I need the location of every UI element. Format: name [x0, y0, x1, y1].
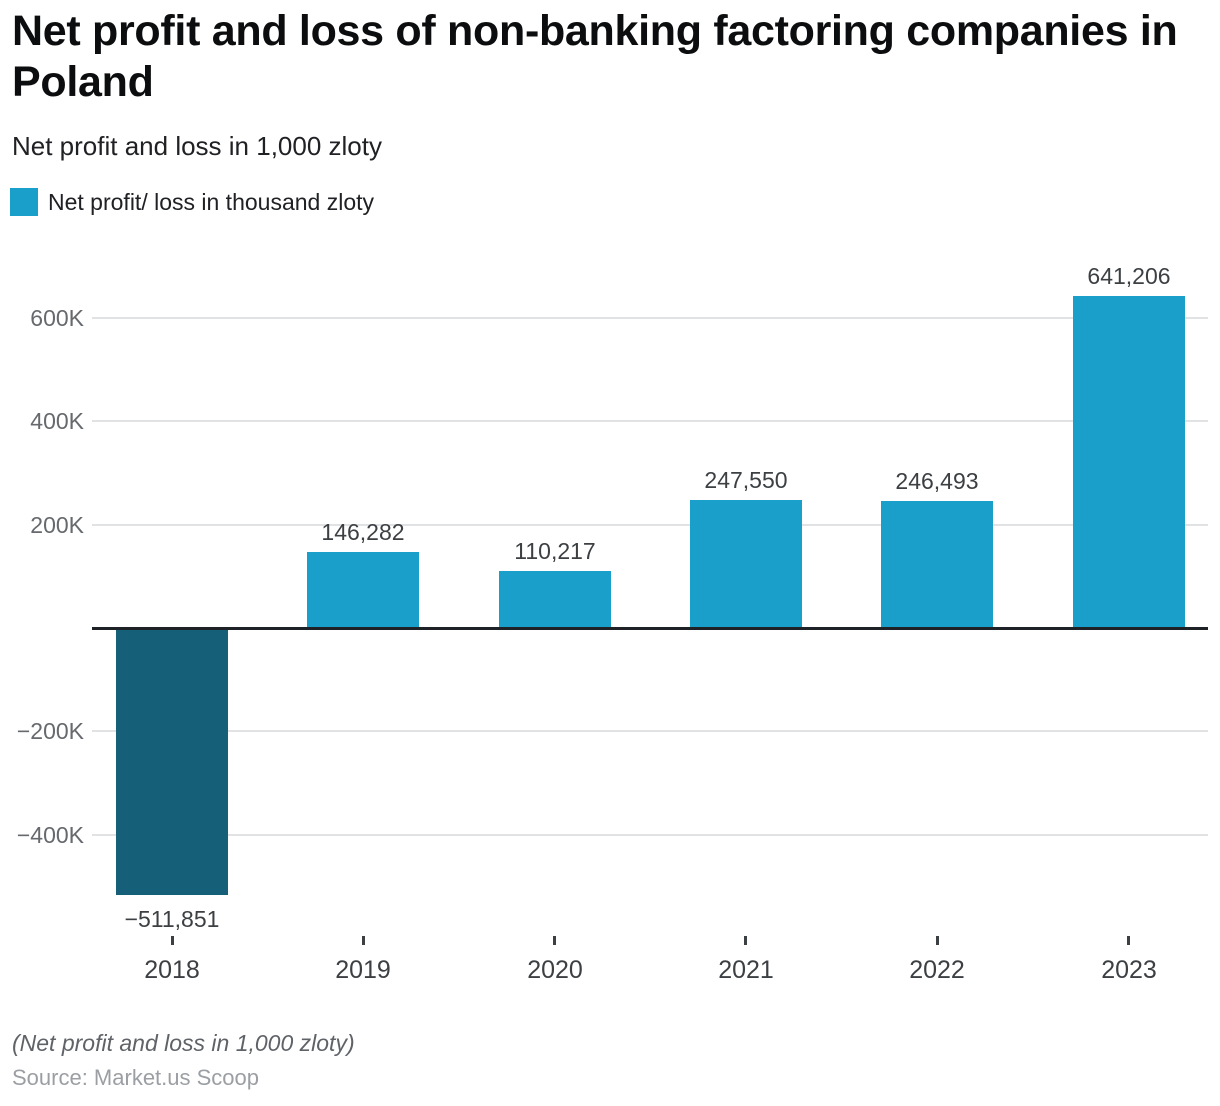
- y-axis-tick-label: −400K: [16, 822, 84, 848]
- y-axis-tick-label: 400K: [30, 408, 84, 434]
- chart-footnote: (Net profit and loss in 1,000 zloty): [12, 1030, 355, 1056]
- bar-value-label: 146,282: [321, 519, 405, 545]
- x-axis-tick: [362, 936, 365, 945]
- legend-label: Net profit/ loss in thousand zloty: [48, 188, 374, 215]
- bar-2021[interactable]: [690, 500, 802, 628]
- bar-2018[interactable]: [116, 630, 228, 895]
- bar-value-label: 247,550: [704, 467, 788, 493]
- legend: Net profit/ loss in thousand zloty: [10, 188, 374, 216]
- x-axis-tick: [744, 936, 747, 945]
- x-axis-tick: [553, 936, 556, 945]
- x-axis-line: [92, 627, 1208, 630]
- x-axis-category-label: 2023: [1101, 956, 1157, 984]
- bar-chart: 600K 400K 200K −200K −400K −511,851 146,282 110…: [0, 240, 1220, 1000]
- bar-2020[interactable]: [499, 571, 611, 628]
- y-axis-tick-label: 600K: [30, 305, 84, 331]
- x-axis-tick: [1127, 936, 1130, 945]
- x-axis-tick: [171, 936, 174, 945]
- x-axis-category-label: 2018: [144, 956, 200, 984]
- x-axis-category-label: 2022: [909, 956, 965, 984]
- gridline: [92, 524, 1208, 526]
- gridline: [92, 420, 1208, 422]
- gridline: [92, 317, 1208, 319]
- x-axis-category-label: 2021: [718, 956, 774, 984]
- bar-value-label: 110,217: [514, 538, 596, 564]
- gridline: [92, 834, 1208, 836]
- bar-2019[interactable]: [307, 552, 419, 628]
- gridline: [92, 730, 1208, 732]
- bar-2022[interactable]: [881, 501, 993, 628]
- bar-2023[interactable]: [1073, 296, 1185, 628]
- source-credit: Source: Market.us Scoop: [12, 1065, 260, 1090]
- chart-subtitle: Net profit and loss in 1,000 zloty: [12, 131, 382, 161]
- bar-value-label: 246,493: [895, 468, 979, 494]
- x-axis-category-label: 2019: [335, 956, 391, 984]
- x-axis-tick: [936, 936, 939, 945]
- y-axis-tick-label: 200K: [30, 512, 84, 538]
- bar-value-label: −511,851: [124, 906, 220, 932]
- bar-value-label: 641,206: [1087, 263, 1171, 289]
- y-axis-tick-label: −200K: [16, 718, 84, 744]
- legend-swatch-icon: [10, 188, 38, 216]
- x-axis-category-label: 2020: [527, 956, 583, 984]
- chart-title: Net profit and loss of non-banking facto…: [12, 7, 1178, 106]
